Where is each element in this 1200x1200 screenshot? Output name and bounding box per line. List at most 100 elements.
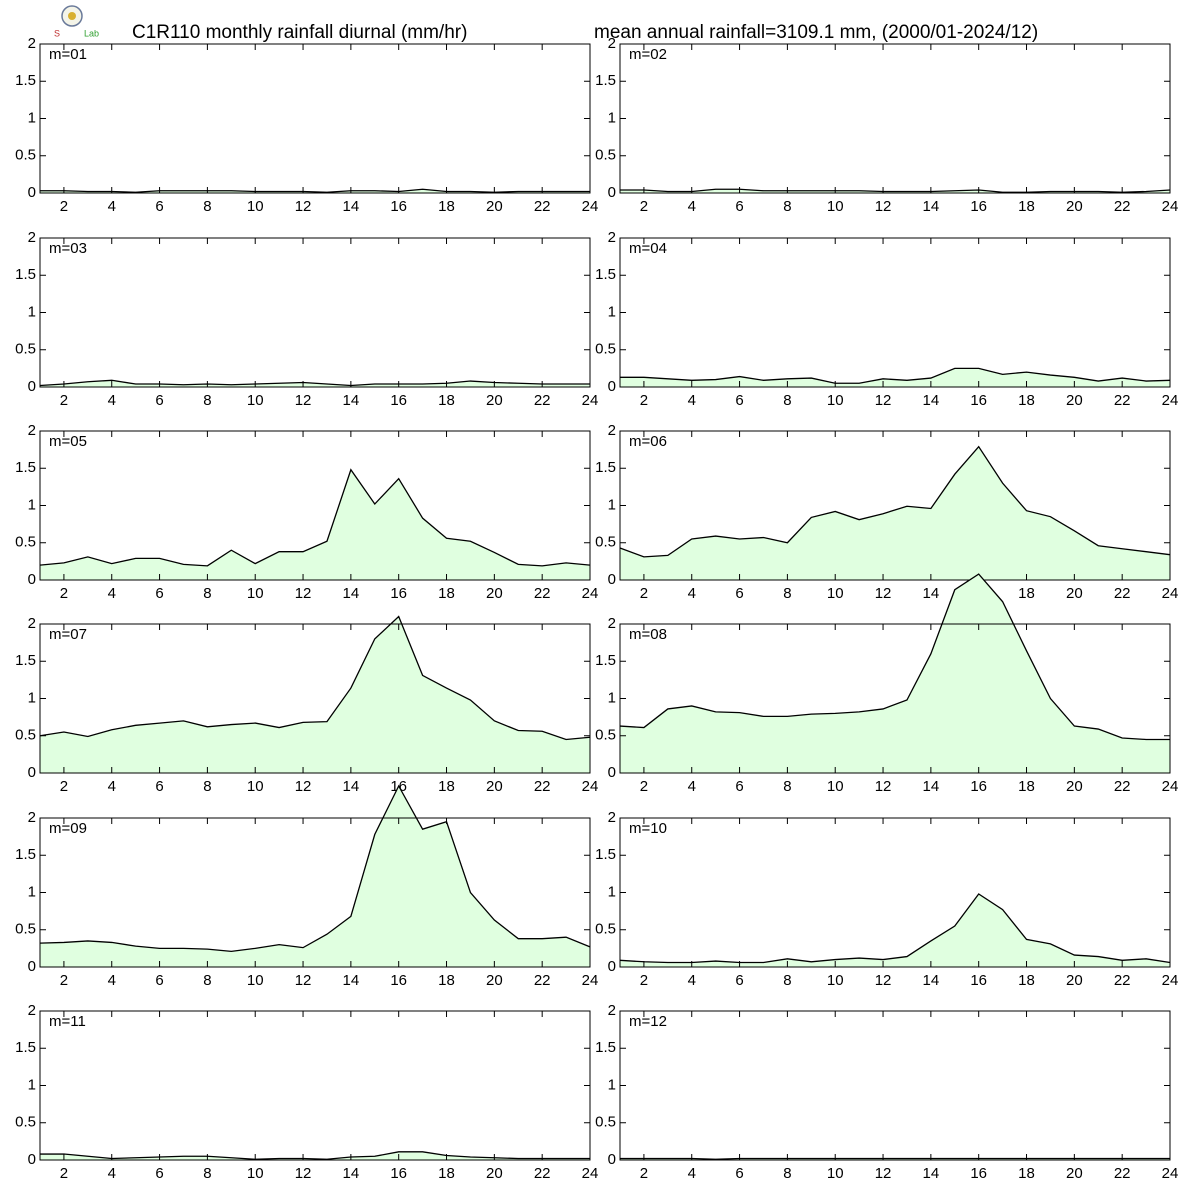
x-tick-label: 24 — [582, 198, 599, 215]
y-tick-label: 1 — [28, 303, 36, 320]
x-tick-label: 6 — [735, 585, 743, 602]
x-tick-label: 12 — [875, 392, 892, 409]
plot-frame — [619, 237, 1171, 388]
x-tick-label: 2 — [60, 392, 68, 409]
x-tick-label: 14 — [343, 778, 360, 795]
x-tick-label: 6 — [155, 392, 163, 409]
x-tick-label: 6 — [735, 972, 743, 989]
y-tick-label: 1 — [28, 883, 36, 900]
x-tick-label: 10 — [827, 198, 844, 215]
x-tick-label: 14 — [343, 198, 360, 215]
x-tick-label: 12 — [295, 585, 312, 602]
x-tick-label: 4 — [108, 392, 116, 409]
line — [620, 188, 1171, 193]
line — [39, 784, 591, 953]
x-tick-label: 22 — [1114, 972, 1131, 989]
y-tick-label: 2 — [28, 229, 36, 246]
x-tick-label: 20 — [1066, 585, 1083, 602]
x-tick-label: 24 — [1162, 1165, 1179, 1182]
y-tick-label: 1.5 — [595, 652, 616, 669]
panel-label: m=10 — [629, 820, 667, 837]
y-tick-label: 1 — [608, 883, 616, 900]
plot-frame — [39, 1010, 591, 1161]
x-tick-label: 6 — [155, 585, 163, 602]
x-tick-label: 24 — [1162, 198, 1179, 215]
x-tick-label: 8 — [783, 585, 791, 602]
panel-label: m=07 — [49, 626, 87, 643]
x-tick-label: 8 — [203, 778, 211, 795]
line — [40, 188, 590, 193]
y-tick-label: 1.5 — [595, 1039, 616, 1056]
y-tick-label: 2 — [608, 422, 616, 439]
x-tick-label: 18 — [1018, 778, 1035, 795]
x-tick-label: 2 — [640, 1165, 648, 1182]
x-tick-label: 10 — [827, 972, 844, 989]
plot-frame — [39, 43, 591, 194]
x-tick-label: 16 — [390, 392, 407, 409]
x-tick-label: 20 — [486, 392, 503, 409]
y-tick-label: 1.5 — [595, 72, 616, 89]
x-tick-label: 2 — [640, 585, 648, 602]
x-tick-label: 16 — [390, 198, 407, 215]
x-tick-label: 4 — [688, 198, 696, 215]
y-tick-label: 1.5 — [15, 459, 36, 476]
area — [40, 785, 590, 967]
x-tick-label: 12 — [295, 972, 312, 989]
panel-label: m=03 — [49, 240, 87, 257]
y-tick-label: 0.5 — [15, 727, 36, 744]
x-tick-label: 6 — [735, 778, 743, 795]
panel-label: m=04 — [629, 240, 667, 257]
x-tick-label: 6 — [735, 392, 743, 409]
x-tick-label: 4 — [108, 778, 116, 795]
y-tick-label: 1 — [28, 689, 36, 706]
x-tick-label: 16 — [390, 972, 407, 989]
x-tick-label: 10 — [247, 585, 264, 602]
x-tick-label: 4 — [688, 778, 696, 795]
y-tick-label: 0 — [608, 1151, 616, 1168]
panel-label: m=11 — [49, 1013, 86, 1030]
x-tick-label: 2 — [60, 972, 68, 989]
y-tick-label: 0 — [608, 378, 616, 395]
x-tick-label: 12 — [295, 1165, 312, 1182]
x-tick-label: 4 — [688, 585, 696, 602]
y-tick-label: 1 — [608, 303, 616, 320]
y-tick-label: 0.5 — [595, 921, 616, 938]
x-tick-label: 14 — [923, 1165, 940, 1182]
x-tick-label: 2 — [640, 198, 648, 215]
x-tick-label: 2 — [60, 198, 68, 215]
x-tick-label: 12 — [295, 392, 312, 409]
x-tick-label: 6 — [155, 198, 163, 215]
x-tick-label: 6 — [735, 1165, 743, 1182]
area — [620, 893, 1170, 967]
x-tick-label: 4 — [108, 585, 116, 602]
y-tick-label: 0 — [28, 958, 36, 975]
x-tick-label: 2 — [60, 778, 68, 795]
y-tick-label: 1.5 — [15, 266, 36, 283]
x-tick-label: 12 — [875, 198, 892, 215]
x-tick-label: 10 — [247, 778, 264, 795]
y-tick-label: 1 — [608, 689, 616, 706]
x-tick-label: 8 — [783, 972, 791, 989]
x-tick-label: 10 — [247, 392, 264, 409]
y-tick-label: 0 — [608, 184, 616, 201]
x-tick-label: 22 — [534, 1165, 551, 1182]
x-tick-label: 18 — [1018, 585, 1035, 602]
y-tick-label: 2 — [608, 809, 616, 826]
y-tick-label: 0.5 — [595, 1114, 616, 1131]
y-tick-label: 2 — [28, 35, 36, 52]
y-tick-label: 2 — [28, 422, 36, 439]
x-tick-label: 22 — [534, 778, 551, 795]
panel-label: m=01 — [49, 46, 87, 63]
x-tick-label: 22 — [1114, 392, 1131, 409]
x-tick-label: 8 — [203, 1165, 211, 1182]
panel-label: m=02 — [629, 46, 667, 63]
panel-label: m=09 — [49, 820, 87, 837]
plot-frame — [619, 817, 1171, 968]
panel-label: m=08 — [629, 626, 667, 643]
y-tick-label: 0.5 — [15, 341, 36, 358]
x-tick-label: 8 — [783, 198, 791, 215]
y-tick-label: 1 — [28, 1076, 36, 1093]
x-tick-label: 16 — [390, 1165, 407, 1182]
y-tick-label: 0 — [608, 571, 616, 588]
x-tick-label: 2 — [640, 972, 648, 989]
